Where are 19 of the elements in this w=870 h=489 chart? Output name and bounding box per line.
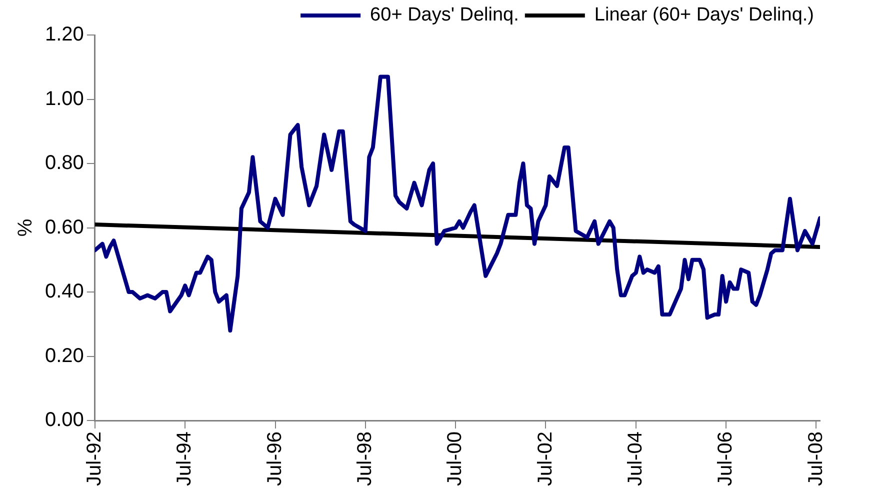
y-axis-title: % <box>14 218 37 237</box>
y-tick-label: 1.00 <box>44 88 84 110</box>
x-tick-label: Jul-00 <box>444 432 466 486</box>
y-tick-label: 0.80 <box>44 152 84 174</box>
x-tick-label: Jul-04 <box>624 432 646 486</box>
x-tick-label: Jul-92 <box>83 432 106 486</box>
x-tick-label: Jul-06 <box>714 432 737 486</box>
y-tick-label: 0.20 <box>44 344 84 367</box>
y-tick-label: 0.60 <box>44 216 84 238</box>
y-tick-label: 1.20 <box>44 24 84 46</box>
x-tick-label: Jul-98 <box>354 432 376 486</box>
legend-label: Linear (60+ Days' Delinq.) <box>594 4 814 26</box>
legend-label: 60+ Days' Delinq. <box>370 4 519 26</box>
y-tick-label: 0.40 <box>44 280 84 303</box>
x-tick-label: Jul-94 <box>174 432 196 486</box>
x-tick-label: Jul-08 <box>804 432 827 486</box>
x-tick-label: Jul-96 <box>264 432 286 486</box>
y-tick-label: 0.00 <box>44 409 84 432</box>
x-tick-label: Jul-02 <box>534 432 556 486</box>
